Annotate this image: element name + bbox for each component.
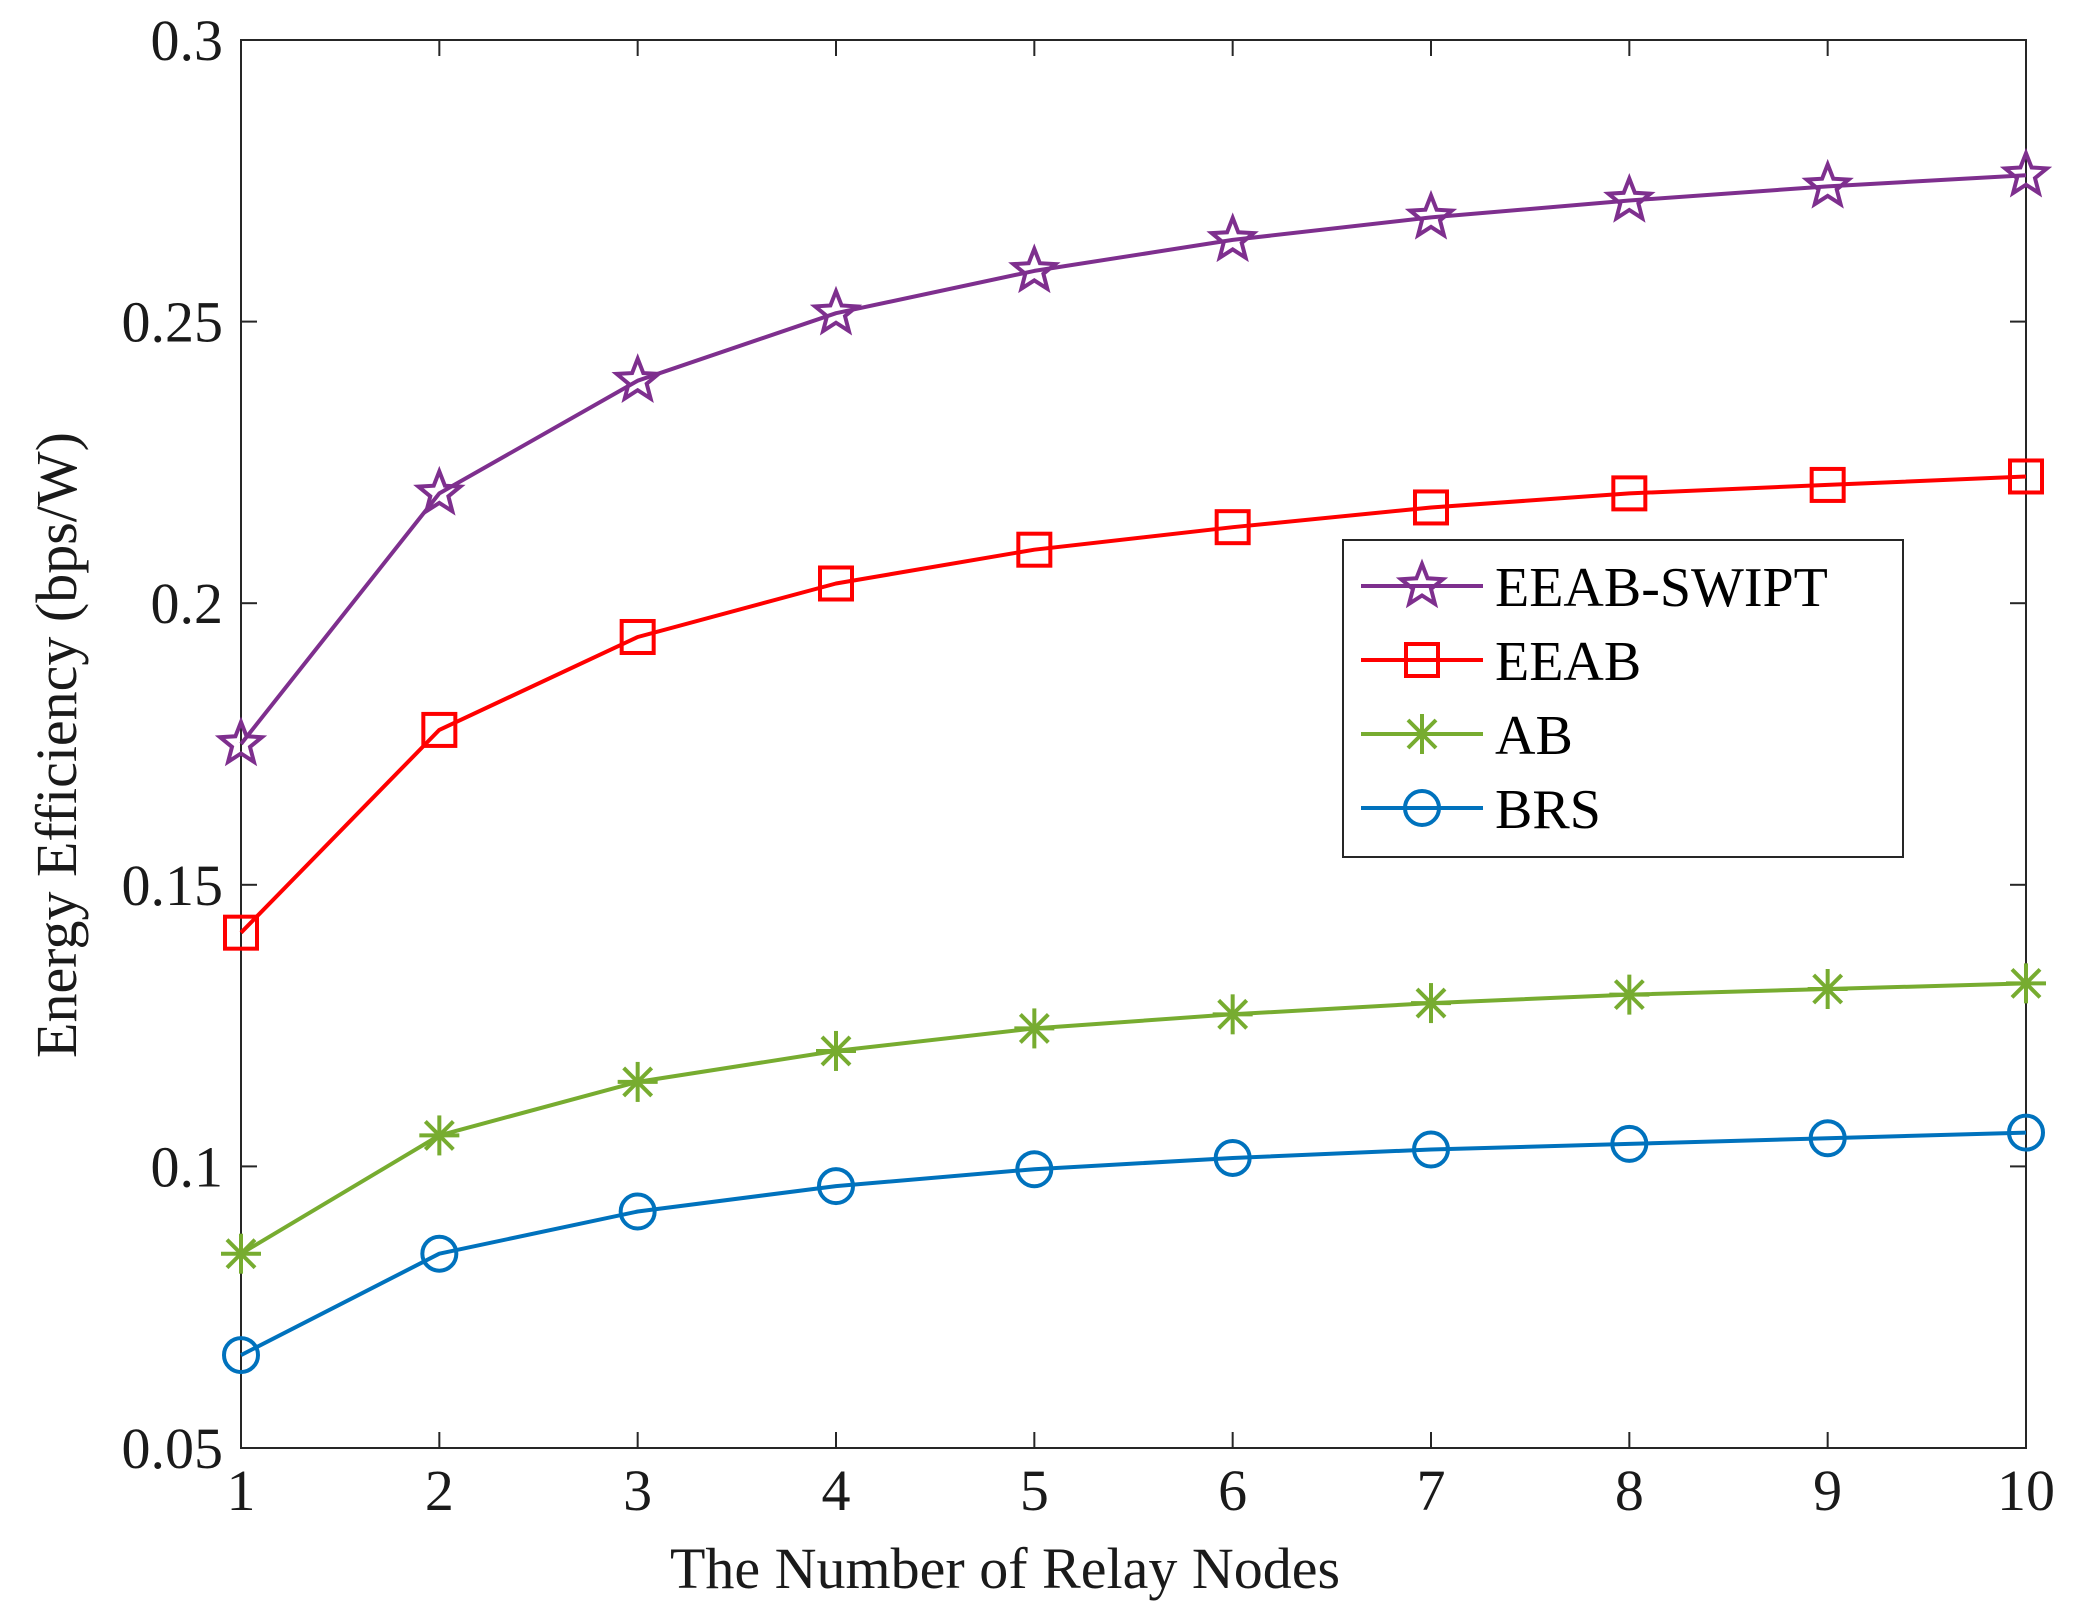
- x-axis-label: The Number of Relay Nodes: [670, 1536, 1340, 1601]
- y-tick-label: 0.05: [122, 1416, 224, 1481]
- series-eeab-swipt: [214, 147, 2053, 767]
- legend-marker-brs: [1403, 789, 1441, 827]
- legend-item-ab: AB: [1361, 705, 1573, 767]
- y-tick-label: 0.15: [122, 853, 224, 918]
- x-tick-label: 8: [1615, 1458, 1644, 1523]
- data-point-ab: [1609, 974, 1650, 1015]
- data-point-eeab-swipt: [1404, 189, 1458, 240]
- data-point-brs: [1808, 1119, 1847, 1158]
- x-tick-label: 2: [425, 1458, 454, 1523]
- asterisk-stroke: [1613, 979, 1645, 1011]
- data-point-ab: [419, 1115, 460, 1156]
- data-point-brs: [1412, 1130, 1450, 1169]
- legend-label: EEAB: [1495, 631, 1641, 693]
- series-ab: [221, 963, 2046, 1274]
- legend-item-brs: BRS: [1361, 779, 1601, 841]
- y-axis-label: Energy Efficiency (bps/W): [24, 432, 89, 1058]
- data-point-brs: [1213, 1138, 1252, 1177]
- data-point-ab: [617, 1061, 658, 1102]
- x-tick-label: 5: [1020, 1458, 1049, 1523]
- legend-item-eeab: EEAB: [1361, 631, 1641, 693]
- data-point-ab: [816, 1030, 856, 1071]
- asterisk-stroke: [225, 1238, 257, 1270]
- x-tick-label: 7: [1417, 1458, 1446, 1523]
- series-line-eeab-swipt: [239, 173, 2027, 746]
- data-point-brs: [1610, 1124, 1649, 1163]
- legend-label: EEAB-SWIPT: [1495, 557, 1828, 619]
- asterisk-stroke: [1217, 998, 1249, 1030]
- legend-marker-ab: [1402, 714, 1442, 754]
- data-point-ab: [221, 1233, 261, 1274]
- data-point-eeab-swipt: [1603, 173, 1656, 223]
- asterisk-stroke: [1018, 1013, 1050, 1044]
- series-line-ab: [239, 981, 2027, 1256]
- legend-marker-eeab: [1404, 642, 1440, 678]
- data-point-eeab: [421, 711, 458, 748]
- asterisk-stroke: [423, 1120, 455, 1151]
- data-point-eeab-swipt: [413, 465, 466, 516]
- data-point-ab: [1411, 983, 1451, 1024]
- data-point-eeab-swipt: [809, 285, 863, 336]
- data-point-brs: [1015, 1150, 1054, 1189]
- data-point-eeab-swipt: [611, 353, 664, 403]
- x-tick-label: 10: [1997, 1458, 2055, 1523]
- data-point-brs: [618, 1192, 657, 1231]
- data-point-eeab: [1413, 489, 1449, 526]
- data-point-ab: [1212, 994, 1253, 1035]
- series-brs: [222, 1113, 2045, 1375]
- asterisk-stroke: [820, 1035, 852, 1067]
- asterisk-stroke: [1406, 718, 1438, 750]
- legend-label: AB: [1495, 705, 1573, 767]
- data-point-eeab-swipt: [1008, 243, 1061, 294]
- y-tick-label: 0.1: [151, 1134, 224, 1199]
- data-point-eeab: [1214, 509, 1251, 546]
- legend-item-eeab-swipt: EEAB-SWIPT: [1361, 557, 1828, 619]
- data-point-eeab: [1016, 531, 1053, 568]
- data-point-brs: [817, 1167, 855, 1206]
- asterisk-stroke: [1415, 987, 1447, 1019]
- data-point-eeab: [1809, 466, 1846, 503]
- axis-ticks: 1 2 3 4 5 6 7 8 9 10 0.05 0.1 0.15 0.2 0.25 0.3: [122, 8, 2056, 1523]
- y-tick-label: 0.3: [151, 8, 224, 73]
- y-tick-label: 0.25: [122, 290, 224, 355]
- series-line-eeab: [239, 474, 2027, 935]
- data-point-brs: [420, 1234, 459, 1273]
- data-point-ab: [1807, 968, 1848, 1009]
- data-point-eeab-swipt: [214, 716, 268, 767]
- data-point-eeab: [619, 618, 656, 655]
- legend-marker-eeab-swipt: [1395, 558, 1449, 609]
- data-point-brs: [2007, 1113, 2045, 1152]
- series-group: [214, 147, 2053, 1375]
- data-point-eeab-swipt: [1999, 147, 2053, 198]
- y-tick-label: 0.2: [151, 571, 224, 636]
- data-point-ab: [1014, 1008, 1055, 1049]
- x-tick-label: 1: [227, 1458, 256, 1523]
- data-point-eeab: [1611, 475, 1648, 512]
- data-point-eeab-swipt: [1801, 158, 1854, 209]
- data-point-eeab: [2008, 458, 2044, 495]
- x-tick-label: 6: [1218, 1458, 1247, 1523]
- series-eeab: [223, 458, 2044, 951]
- x-tick-label: 3: [623, 1458, 652, 1523]
- legend-box: [1342, 539, 1904, 858]
- data-point-brs: [222, 1336, 260, 1375]
- x-tick-label: 4: [822, 1458, 851, 1523]
- x-tick-label: 9: [1813, 1458, 1842, 1523]
- data-point-eeab: [223, 914, 259, 951]
- asterisk-stroke: [2010, 967, 2042, 999]
- data-point-eeab: [818, 565, 854, 602]
- series-line-brs: [240, 1130, 2027, 1357]
- data-point-ab: [2006, 963, 2046, 1004]
- data-point-eeab-swipt: [1206, 212, 1259, 263]
- legend-label: BRS: [1495, 779, 1601, 841]
- asterisk-stroke: [1812, 973, 1844, 1005]
- legend: EEAB-SWIPT EEAB AB BRS: [1342, 539, 1904, 858]
- asterisk-stroke: [622, 1066, 654, 1098]
